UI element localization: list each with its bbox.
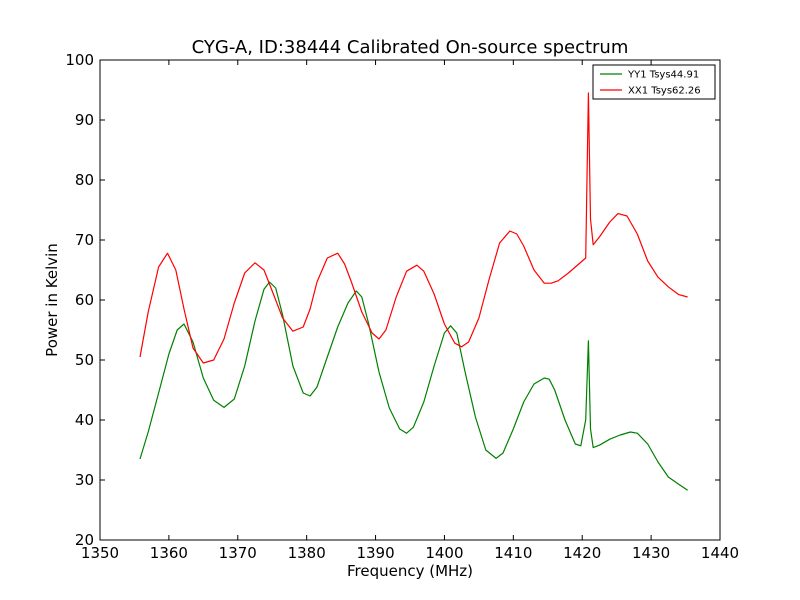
x-tick-label: 1370: [219, 544, 257, 562]
x-tick-label: 1390: [356, 544, 394, 562]
x-axis-label: Frequency (MHz): [347, 562, 473, 580]
y-tick-label: 70: [75, 231, 94, 249]
legend-label-yy1: YY1 Tsys44.91: [627, 70, 699, 81]
legend-box: [592, 64, 716, 100]
series-layer: [139, 92, 688, 491]
plot-area: [99, 59, 721, 541]
y-tick-label: 60: [75, 291, 94, 309]
x-tick-label: 1380: [288, 544, 326, 562]
legend-label-xx1: XX1 Tsys62.26: [628, 86, 701, 97]
legend: YY1 Tsys44.91 XX1 Tsys62.26: [592, 64, 716, 100]
y-tick-label: 40: [75, 411, 94, 429]
x-tick-label: 1430: [632, 544, 670, 562]
y-tick-label: 100: [65, 51, 94, 69]
y-tick-label: 20: [75, 531, 94, 549]
x-tick-label: 1360: [150, 544, 188, 562]
x-tick-label: 1400: [425, 544, 463, 562]
y-axis: 20 30 40 50 60 70 80 90 100: [65, 51, 720, 549]
y-tick-label: 30: [75, 471, 94, 489]
series-line-xx1: [139, 92, 688, 364]
x-tick-label: 1410: [494, 544, 532, 562]
y-tick-label: 80: [75, 171, 94, 189]
x-axis: 1350 1360 1370 1380 1390 1400 1410 1420 1430 1440: [81, 60, 739, 562]
chart-title: CYG-A, ID:38444 Calibrated On-source spe…: [192, 37, 629, 58]
y-tick-label: 90: [75, 111, 94, 129]
x-tick-label: 1420: [563, 544, 601, 562]
y-axis-label: Power in Kelvin: [43, 243, 61, 357]
x-tick-label: 1350: [81, 544, 119, 562]
y-tick-label: 50: [75, 351, 94, 369]
series-line-yy1: [139, 281, 688, 491]
x-tick-label: 1440: [701, 544, 739, 562]
